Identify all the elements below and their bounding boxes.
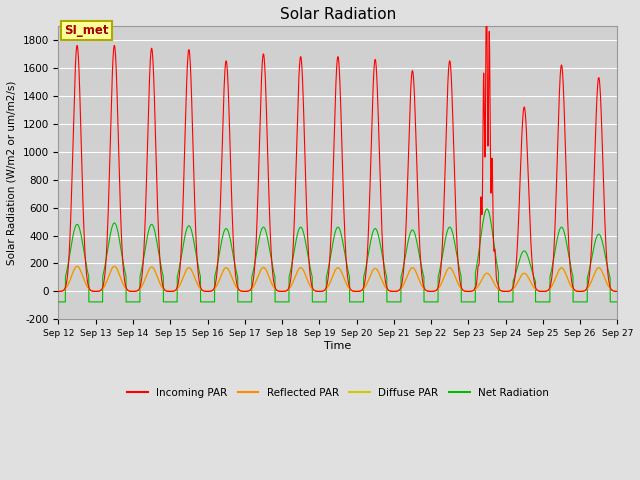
Title: Solar Radiation: Solar Radiation bbox=[280, 7, 396, 22]
X-axis label: Time: Time bbox=[324, 341, 351, 351]
Y-axis label: Solar Radiation (W/m2 or um/m2/s): Solar Radiation (W/m2 or um/m2/s) bbox=[7, 81, 17, 265]
Text: SI_met: SI_met bbox=[64, 24, 109, 37]
Legend: Incoming PAR, Reflected PAR, Diffuse PAR, Net Radiation: Incoming PAR, Reflected PAR, Diffuse PAR… bbox=[123, 384, 553, 402]
